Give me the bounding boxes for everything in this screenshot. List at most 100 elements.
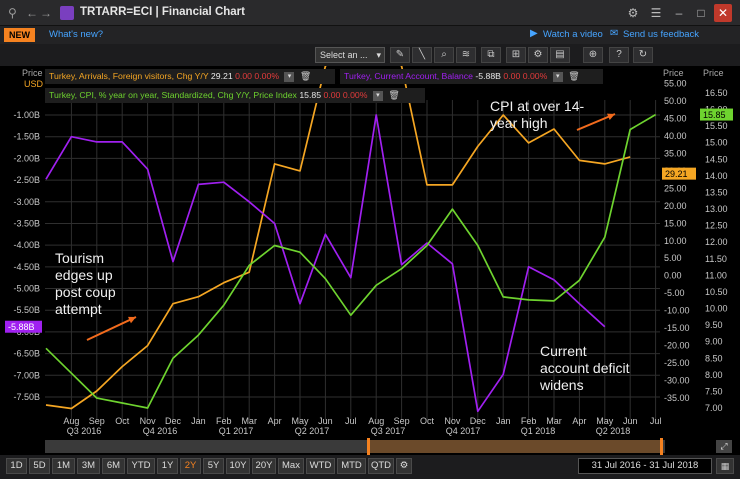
annotation-cpi: CPI at over 14- year high — [490, 98, 584, 132]
left-axis-tick: -7.00B — [13, 370, 40, 380]
legend-dropdown-icon[interactable]: ▾ — [552, 71, 563, 82]
legend-arrivals[interactable]: Turkey, Arrivals, Foreign visitors, Chg … — [45, 69, 335, 84]
overlay-icon[interactable]: ⊕ — [583, 47, 603, 63]
left-axis-tick: -5.00B — [13, 284, 40, 294]
trash-icon[interactable]: 🗑 — [299, 71, 312, 81]
export-excel-icon[interactable]: ⊞ — [506, 47, 526, 63]
template-icon[interactable]: ▤ — [550, 47, 570, 63]
maximize-icon[interactable]: □ — [697, 6, 705, 20]
right-inner-axis-tick: 12.50 — [705, 221, 728, 231]
range-button-5d[interactable]: 5D — [29, 458, 50, 474]
settings-icon[interactable]: ⚙ — [627, 6, 639, 20]
tourism-arrow — [86, 316, 137, 341]
back-arrow-icon[interactable]: ← — [26, 6, 38, 20]
whats-new-link[interactable]: What's new? — [49, 29, 104, 40]
layers-icon[interactable]: ⧉ — [481, 47, 501, 63]
legend-cpi[interactable]: Turkey, CPI, % year on year, Standardize… — [45, 88, 425, 103]
range-button-ytd[interactable]: YTD — [127, 458, 155, 474]
gear-icon[interactable]: ⚙ — [396, 458, 412, 474]
legend-value: 15.85 — [299, 90, 322, 100]
quarter-tick: Q2 2017 — [295, 426, 330, 436]
legend-value: 29.21 — [210, 71, 233, 81]
range-button-max[interactable]: Max — [278, 458, 304, 474]
right-outer-axis-tick: 10.00 — [664, 236, 687, 246]
select-chart-dropdown[interactable]: Select an ... ▾ — [315, 47, 385, 63]
indicator-icon[interactable]: ≋ — [456, 47, 476, 63]
range-button-6m[interactable]: 6M — [102, 458, 125, 474]
legend-name: Turkey, CPI, % year on year, Standardize… — [49, 90, 297, 100]
watch-video-link[interactable]: Watch a video — [543, 29, 603, 40]
range-button-1m[interactable]: 1M — [52, 458, 75, 474]
quarter-tick: Q1 2018 — [521, 426, 556, 436]
range-button-qtd[interactable]: QTD — [368, 458, 394, 474]
draw-tool-icon[interactable]: ✎ — [390, 47, 410, 63]
right-axis-price-label-1: Price — [663, 68, 684, 78]
legend-dropdown-icon[interactable]: ▾ — [284, 71, 295, 82]
settings-icon[interactable]: ⚙ — [528, 47, 548, 63]
legend-change: 0.00 — [503, 71, 521, 81]
right-inner-axis-tick: 12.00 — [705, 237, 728, 247]
line-tool-icon[interactable]: ╲ — [412, 47, 432, 63]
new-badge: NEW — [4, 28, 35, 42]
cpi-last-value-tag: 15.85 — [703, 110, 726, 120]
month-tick: Jan — [496, 416, 511, 426]
range-button-20y[interactable]: 20Y — [252, 458, 276, 474]
right-outer-axis-tick: 20.00 — [664, 201, 687, 211]
right-inner-axis-tick: 13.50 — [705, 187, 728, 197]
window-title: TRTARR=ECI | Financial Chart — [80, 6, 245, 18]
calendar-icon[interactable]: ▦ — [716, 458, 734, 474]
month-tick: Feb — [521, 416, 537, 426]
navigator-right-handle[interactable] — [660, 438, 663, 455]
range-button-2y[interactable]: 2Y — [180, 458, 201, 474]
annotation-line: Tourism — [55, 250, 105, 266]
forward-arrow-icon[interactable]: → — [40, 6, 52, 20]
range-button-3m[interactable]: 3M — [77, 458, 100, 474]
close-icon[interactable]: ✕ — [714, 4, 732, 22]
date-range-field[interactable]: 31 Jul 2016 - 31 Jul 2018 — [578, 458, 712, 474]
left-axis-tick: -3.50B — [13, 218, 40, 228]
refresh-icon[interactable]: ↻ — [633, 47, 653, 63]
range-button-5y[interactable]: 5Y — [203, 458, 224, 474]
left-axis-tick: -6.50B — [13, 349, 40, 359]
financial-chart[interactable]: -1.00B -1.50B -2.00B -2.50B -3.00B -3.50B -4.0… — [0, 66, 740, 440]
quarter-tick: Q1 2017 — [219, 426, 254, 436]
zoom-icon[interactable]: ⌕ — [434, 47, 454, 63]
range-button-1d[interactable]: 1D — [6, 458, 27, 474]
range-button-1y[interactable]: 1Y — [157, 458, 178, 474]
cpi-arrow-head — [607, 113, 615, 121]
left-axis-tick: -1.00B — [13, 110, 40, 120]
legend-dropdown-icon[interactable]: ▾ — [372, 90, 383, 101]
right-outer-axis-tick: -15.00 — [664, 323, 690, 333]
range-button-10y[interactable]: 10Y — [226, 458, 250, 474]
link-icon[interactable]: ⚲ — [8, 6, 17, 20]
trash-icon[interactable]: 🗑 — [568, 71, 580, 81]
menu-icon[interactable]: ☰ — [650, 6, 662, 20]
range-button-wtd[interactable]: WTD — [306, 458, 335, 474]
month-tick: Oct — [420, 416, 435, 426]
right-outer-axis-tick: -20.00 — [664, 341, 690, 351]
month-tick: Mar — [546, 416, 562, 426]
feedback-icon[interactable]: ✉ — [610, 28, 619, 39]
legend-change: 0.00 — [235, 71, 252, 81]
minimize-icon[interactable]: – — [675, 6, 683, 20]
video-icon[interactable]: ▶ — [530, 28, 538, 39]
month-tick: Jul — [345, 416, 357, 426]
navigator-left-handle[interactable] — [367, 438, 370, 455]
right-inner-axis-tick: 8.50 — [705, 353, 723, 363]
legend-pct: 0.00% — [254, 71, 280, 81]
right-outer-axis-tick: 40.00 — [664, 131, 687, 141]
right-inner-axis-tick: 10.00 — [705, 304, 728, 314]
help-icon[interactable]: ? — [609, 47, 629, 63]
legend-name: Turkey, Arrivals, Foreign visitors, Chg … — [49, 71, 209, 81]
range-button-mtd[interactable]: MTD — [337, 458, 366, 474]
month-tick: Nov — [444, 416, 461, 426]
legend-pct: 0.00% — [522, 71, 548, 81]
month-tick: Dec — [470, 416, 487, 426]
legend-current-account[interactable]: Turkey, Current Account, Balance -5.88B … — [340, 69, 603, 84]
send-feedback-link[interactable]: Send us feedback — [623, 29, 700, 40]
month-tick: Nov — [140, 416, 157, 426]
expand-icon[interactable]: ⤢ — [716, 440, 732, 453]
trash-icon[interactable]: 🗑 — [388, 90, 400, 100]
navigator-selection[interactable] — [369, 440, 663, 453]
current-account-last-value-tag: -5.88B — [8, 322, 35, 332]
